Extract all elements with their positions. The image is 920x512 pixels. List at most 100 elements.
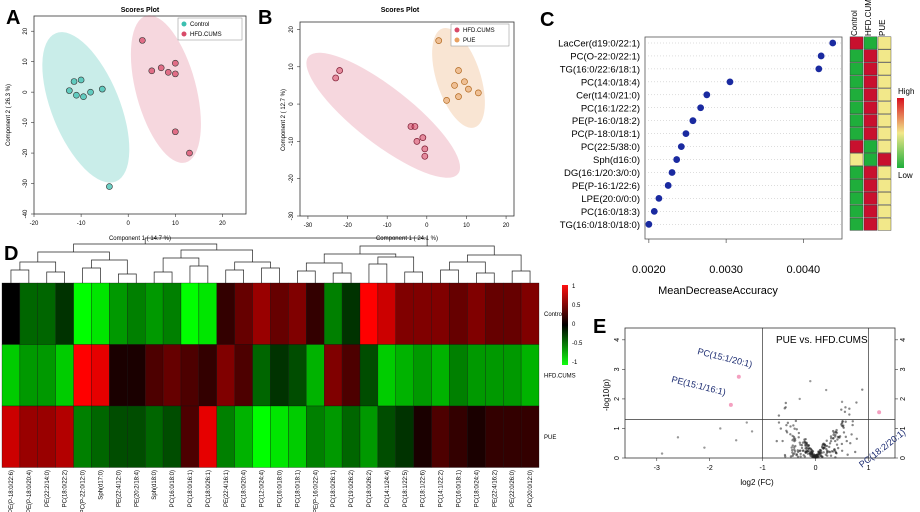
score-point — [336, 67, 343, 74]
x-tick-label: 0 — [127, 221, 131, 227]
heat-cell — [234, 344, 253, 407]
panel-e-y-ticks: 0 0 1 1 2 2 3 3 4 4 — [614, 338, 907, 460]
volcano-point — [790, 446, 793, 449]
panel-e: E -3 -2 -1 0 1 0 0 1 1 2 2 3 3 4 4 PUE vs. HFD.CUMS l… — [593, 316, 907, 487]
hfd-confidence-ellipse — [130, 15, 201, 163]
volcano-point — [836, 446, 840, 450]
volcano-point — [745, 421, 748, 424]
volcano-point — [809, 379, 812, 383]
score-point — [419, 134, 427, 142]
panel-b-y-ticks: 20 10 0 -10 -20 -30 — [289, 25, 300, 220]
volcano-point — [851, 423, 854, 427]
volcano-point — [779, 427, 783, 430]
volcano-point — [821, 445, 824, 448]
volcano-point — [840, 400, 844, 404]
colorbar-tick-label: 1 — [572, 284, 576, 290]
volcano-point — [792, 437, 795, 441]
volcano-point — [784, 455, 787, 458]
volcano-point — [830, 450, 834, 453]
volcano-point — [834, 433, 837, 437]
y-tick-label: 10 — [23, 58, 29, 65]
importance-dot — [682, 130, 690, 138]
mini-heat-cell — [849, 49, 864, 63]
mini-heat-cell — [877, 62, 892, 76]
panel-e-annotation-pc18: PC(18:2/20:1) — [857, 427, 907, 469]
volcano-point — [734, 439, 738, 442]
y-tick-label: -10 — [289, 136, 295, 145]
dendrogram-branch — [297, 270, 316, 283]
column-label: PC(18:1/22:6) — [421, 470, 427, 507]
panel-a-y-ticks: 20 10 0 -10 -20 -30 -40 — [23, 27, 34, 218]
dendrogram-branch — [404, 271, 423, 283]
panel-e-annotation-pe15: PE(15:1/16:1) — [671, 374, 727, 397]
heat-cell — [449, 405, 468, 468]
volcano-point — [834, 456, 837, 459]
heat-cell — [306, 282, 325, 345]
volcano-point — [785, 423, 788, 427]
volcano-point — [777, 421, 781, 424]
importance-dot — [645, 220, 653, 228]
feature-label: Cer(t14:0/21:0) — [576, 90, 640, 101]
panel-d-colorbar — [562, 285, 568, 365]
panel-c-plot-frame — [644, 36, 843, 240]
volcano-point — [833, 448, 836, 451]
x-tick-label: 0.0040 — [787, 264, 821, 276]
score-point — [421, 152, 429, 160]
column-label: PE(P-18:0/20:4) — [27, 470, 33, 512]
mini-heat-cell — [863, 49, 878, 63]
feature-label: LPE(20:0/0:0) — [581, 194, 640, 205]
panel-a-title: Scores Plot — [121, 7, 160, 14]
panel-c-mini-heatmap — [849, 36, 892, 231]
dendrogram-branch — [144, 237, 428, 246]
column-label: Sph(d18:0) — [152, 470, 158, 500]
volcano-point — [840, 449, 844, 453]
volcano-point — [842, 431, 846, 434]
volcano-point — [841, 425, 845, 428]
volcano-point — [793, 448, 796, 451]
mini-heat-cell — [863, 204, 878, 218]
heat-cell — [216, 282, 235, 345]
volcano-point — [834, 430, 837, 433]
heat-cell — [341, 344, 361, 407]
dendrogram-branch — [19, 261, 57, 272]
score-point — [421, 145, 429, 153]
score-point — [451, 82, 458, 89]
hfd-confidence-ellipse-b — [306, 52, 461, 178]
column-label: PC(18:0/16:1) — [188, 470, 194, 507]
panel-e-title-box — [774, 331, 866, 347]
x-tick-label: 20 — [219, 221, 226, 227]
volcano-point — [784, 401, 788, 405]
legend-pue-label: PUE — [463, 38, 475, 44]
volcano-point — [785, 429, 788, 432]
mini-heat-cell — [877, 166, 892, 179]
volcano-point — [784, 406, 787, 409]
dendrogram-branch — [46, 271, 66, 283]
volcano-point — [796, 455, 800, 459]
mini-heat-cell — [863, 153, 878, 166]
x-tick-label: 10 — [463, 223, 470, 229]
score-point — [172, 70, 179, 78]
legend-control-swatch — [181, 21, 187, 27]
volcano-point — [833, 439, 837, 443]
x-tick-label: 20 — [503, 223, 510, 229]
volcano-point — [824, 388, 828, 392]
heat-cell — [270, 344, 289, 407]
score-point — [435, 37, 443, 45]
dendrogram-branch — [449, 261, 486, 273]
x-tick-label: -1 — [760, 465, 766, 472]
mini-heat-cell — [877, 204, 892, 218]
feature-label: PE(P-16:1/22:6) — [572, 181, 640, 192]
heat-cell — [145, 282, 164, 345]
volcano-point — [844, 420, 847, 423]
panel-b-title: Scores Plot — [381, 7, 420, 14]
volcano-point — [828, 445, 831, 449]
heat-cell — [270, 405, 289, 468]
heat-cell — [55, 344, 74, 407]
panel-d-column-labels: PE(P-18:0/22:6) PE(P-18:0/20:4) PE(22:2/14… — [9, 470, 534, 512]
heat-cell — [1, 344, 21, 407]
volcano-point — [800, 446, 804, 450]
highlighted-point — [736, 374, 741, 379]
heat-cell — [109, 344, 128, 407]
x-tick-label: -30 — [304, 223, 313, 229]
